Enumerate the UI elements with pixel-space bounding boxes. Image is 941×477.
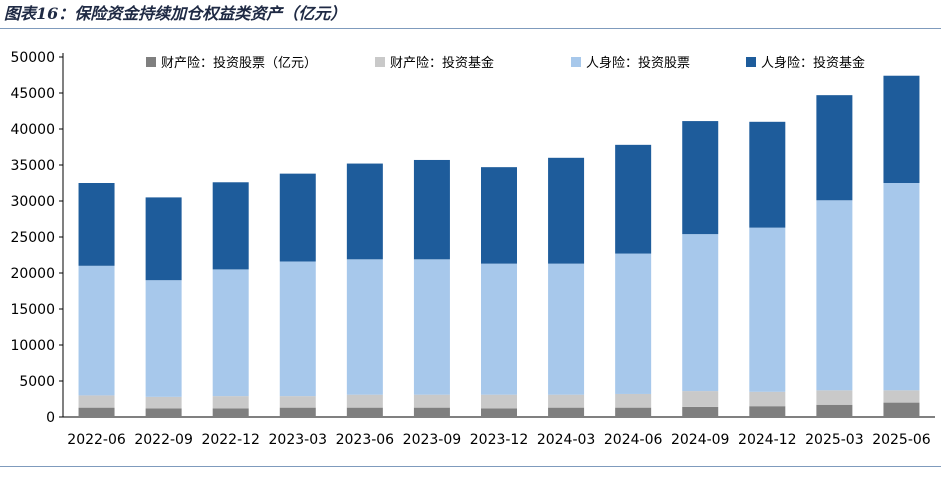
- bar-segment-1: [615, 393, 652, 408]
- bar-segment-0: [682, 406, 719, 417]
- bar-segment-3: [749, 121, 786, 228]
- bar-segment-0: [615, 407, 652, 417]
- x-tick-label: 2024-09: [671, 432, 730, 448]
- y-tick-label: 45000: [10, 86, 55, 102]
- x-tick-label: 2025-03: [805, 432, 864, 448]
- bar-segment-2: [883, 183, 920, 391]
- legend-swatch-2: [571, 57, 581, 67]
- bar-segment-0: [279, 407, 316, 417]
- x-tick-label: 2025-06: [872, 432, 931, 448]
- bar-segment-1: [145, 396, 182, 409]
- bar-segment-3: [682, 121, 719, 235]
- figure-title: 图表16：保险资金持续加仓权益类资产（亿元）: [4, 4, 347, 23]
- bar-segment-2: [346, 259, 383, 395]
- y-tick-label: 0: [46, 410, 55, 426]
- legend-swatch-1: [375, 57, 385, 67]
- y-tick-label: 50000: [10, 50, 55, 66]
- bar-segment-1: [413, 394, 450, 408]
- y-tick-label: 15000: [10, 302, 55, 318]
- bar-segment-0: [346, 407, 383, 417]
- bar-segment-0: [78, 407, 115, 417]
- legend-label-1: 财产险：投资基金: [390, 55, 494, 71]
- bar-segment-3: [413, 159, 450, 260]
- bar-segment-2: [413, 259, 450, 395]
- bar-segment-1: [212, 396, 249, 409]
- bar-segment-2: [481, 263, 517, 395]
- legend-swatch-0: [146, 57, 156, 67]
- bar-segment-1: [682, 391, 719, 407]
- legend-swatch-3: [746, 57, 756, 67]
- bar-segment-2: [548, 263, 585, 395]
- x-tick-label: 2023-06: [336, 432, 395, 448]
- bar-segment-0: [883, 402, 920, 417]
- bar-segment-3: [883, 75, 920, 183]
- bar-segment-2: [78, 265, 115, 396]
- stacked-bar-chart: 0 5000 10000 15000 20000 25000 30000 35000 40000…: [10, 50, 935, 448]
- x-tick-label: 2022-06: [67, 432, 126, 448]
- bar-segment-3: [816, 95, 853, 201]
- bar-segment-1: [279, 396, 316, 408]
- y-tick-label: 35000: [10, 158, 55, 174]
- bar-segment-2: [749, 227, 786, 392]
- bar-segment-0: [749, 406, 786, 417]
- y-tick-label: 10000: [10, 338, 55, 354]
- y-tick-label: 30000: [10, 194, 55, 210]
- bar-segment-2: [212, 269, 249, 397]
- bar-segment-1: [883, 390, 920, 403]
- x-tick-label: 2024-12: [738, 432, 797, 448]
- bar-segment-3: [145, 197, 182, 281]
- x-tick-label: 2022-09: [134, 432, 193, 448]
- x-tick-label: 2023-09: [403, 432, 462, 448]
- legend-label-2: 人身险：投资股票: [586, 55, 690, 71]
- bar-segment-2: [279, 261, 316, 397]
- y-tick-label: 5000: [19, 374, 55, 390]
- bottom-divider: [0, 466, 941, 467]
- bar-segment-2: [816, 200, 853, 391]
- bar-segment-0: [212, 408, 249, 417]
- bar-segment-1: [78, 395, 115, 408]
- bar-segment-0: [481, 408, 517, 417]
- legend-label-3: 人身险：投资基金: [761, 55, 865, 71]
- bar-segment-3: [212, 182, 249, 270]
- x-tick-label: 2024-06: [604, 432, 663, 448]
- bar-segment-3: [279, 173, 316, 262]
- bar-segment-2: [145, 280, 182, 397]
- x-tick-label: 2024-03: [537, 432, 596, 448]
- title-divider: [0, 28, 941, 29]
- bar-segment-2: [682, 234, 719, 392]
- y-tick-label: 25000: [10, 230, 55, 246]
- bar-segment-1: [481, 394, 517, 409]
- bar-segment-3: [346, 163, 383, 260]
- x-tick-label: 2023-03: [269, 432, 328, 448]
- legend-label-0: 财产险：投资股票（亿元）: [161, 55, 317, 71]
- y-tick-label: 40000: [10, 122, 55, 138]
- bar-segment-2: [615, 253, 652, 394]
- bar-segment-0: [413, 407, 450, 417]
- x-tick-label: 2023-12: [470, 432, 529, 448]
- bar-segment-1: [346, 394, 383, 408]
- bar-segment-3: [615, 144, 652, 254]
- bar-segment-0: [816, 404, 853, 417]
- bar-segment-3: [78, 183, 115, 266]
- bar-segment-3: [481, 167, 517, 264]
- x-tick-label: 2022-12: [201, 432, 260, 448]
- bar-segment-1: [749, 391, 786, 407]
- y-tick-label: 20000: [10, 266, 55, 282]
- bar-segment-0: [548, 407, 585, 417]
- bar-segment-0: [145, 408, 182, 417]
- bar-segment-3: [548, 157, 585, 264]
- bar-segment-1: [816, 390, 853, 405]
- bar-segment-1: [548, 394, 585, 408]
